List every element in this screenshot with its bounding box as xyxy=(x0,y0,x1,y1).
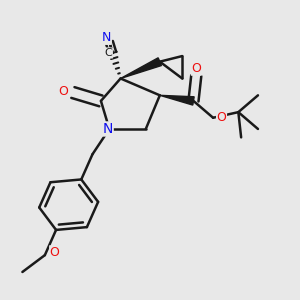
Text: O: O xyxy=(191,62,201,75)
Text: O: O xyxy=(217,111,226,124)
Text: C: C xyxy=(105,48,112,58)
Polygon shape xyxy=(121,58,161,79)
Text: N: N xyxy=(102,31,111,44)
Text: N: N xyxy=(103,122,113,136)
Polygon shape xyxy=(160,95,194,105)
Text: O: O xyxy=(50,246,60,259)
Text: O: O xyxy=(58,85,68,98)
